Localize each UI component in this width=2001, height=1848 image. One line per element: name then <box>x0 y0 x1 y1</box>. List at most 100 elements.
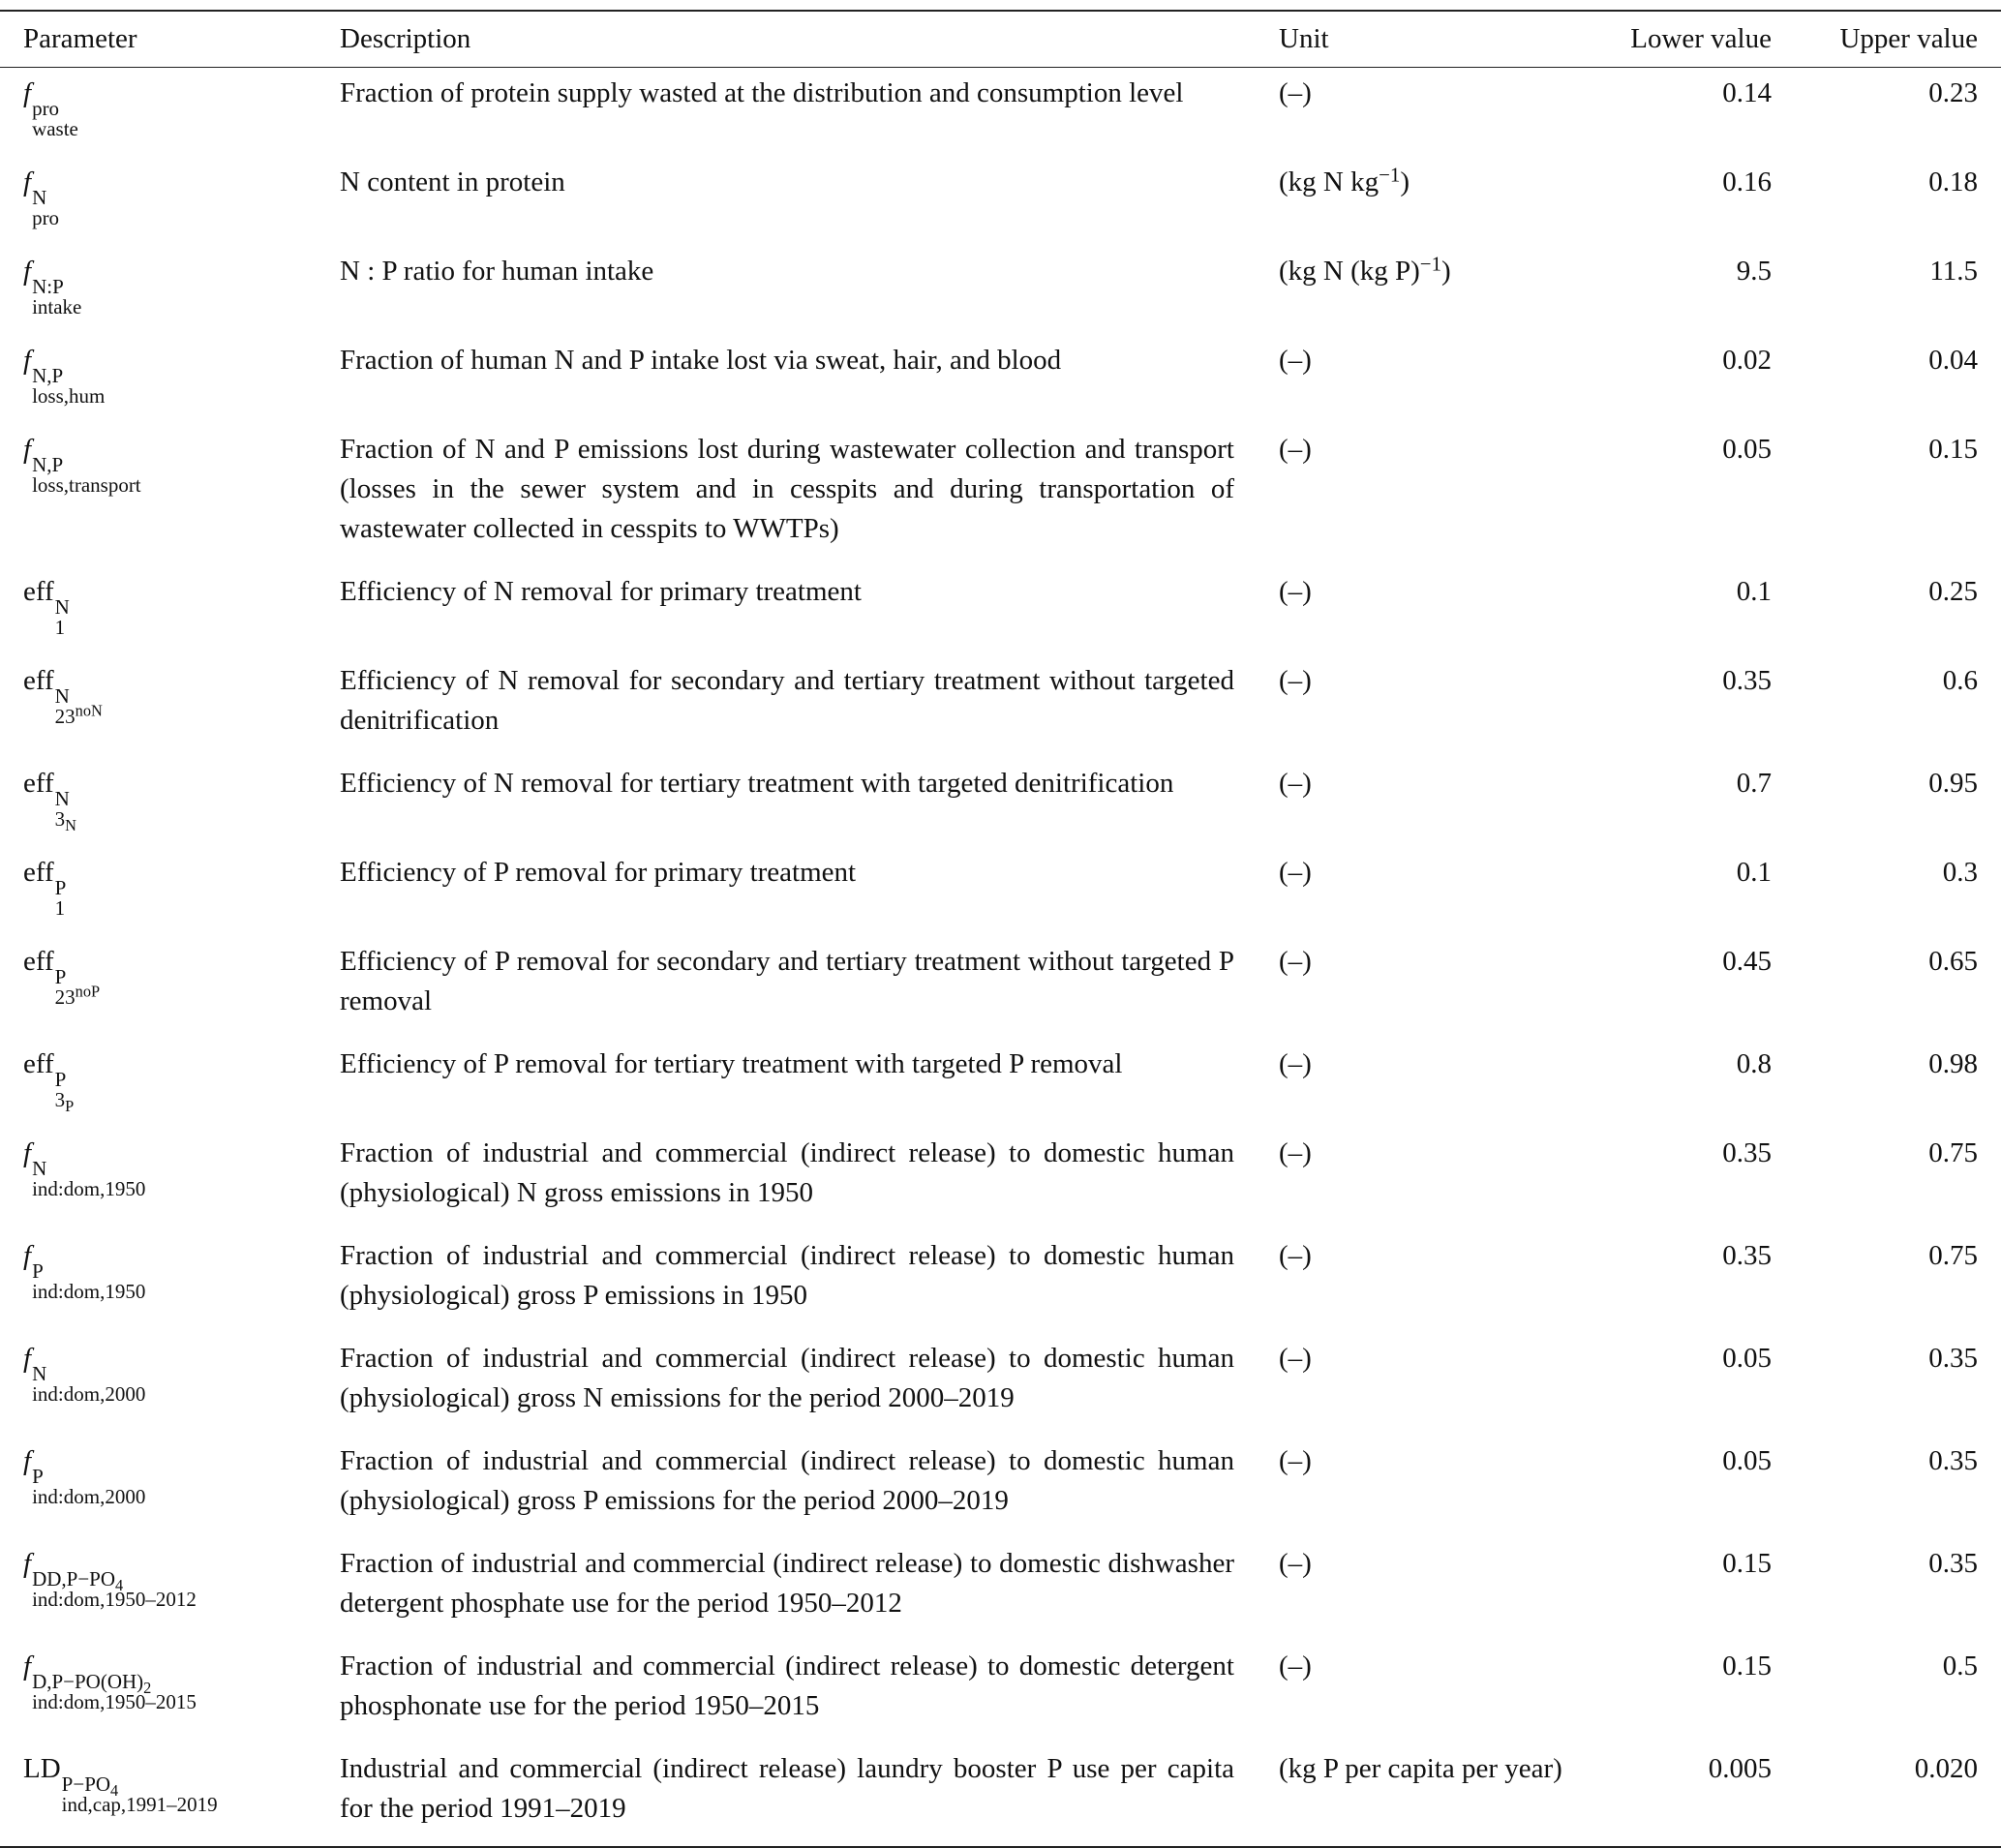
row: LD P−PO4 ind,cap,1991–2019 Industrial and c… <box>0 1743 2001 1847</box>
parameter-cell: f N,P loss,transport <box>0 424 340 566</box>
parameter-symbol: f <box>23 77 32 108</box>
superscript-part: N <box>32 186 47 209</box>
row: f N,P loss,hum Fraction of human N and P in… <box>0 335 2001 424</box>
superscript: N <box>32 1364 145 1384</box>
parameter-indices: P 23noP <box>55 967 100 1008</box>
subscript: ind:dom,1950 <box>32 1179 145 1199</box>
subscript: intake <box>32 297 81 318</box>
parameter-symbol: eff <box>23 857 54 888</box>
row: eff N 1 Efficiency of N removal for primary… <box>0 566 2001 655</box>
parameter-symbol: f <box>23 1548 32 1579</box>
unit-part: (–) <box>1279 434 1312 465</box>
parameter-cell: f D,P−PO(OH)2 ind:dom,1950–2015 <box>0 1641 340 1743</box>
subscript: 3N <box>55 809 76 833</box>
parameter-symbol: f <box>23 256 32 287</box>
description: Fraction of protein supply wasted at the… <box>340 77 1184 108</box>
superscript-part: N,P <box>32 364 64 387</box>
lower-value: 0.35 <box>1722 665 1772 696</box>
upper-value: 0.35 <box>1928 1343 1978 1374</box>
parameter-cell: eff N 3N <box>0 758 340 847</box>
subscript-part: P <box>65 1096 75 1115</box>
subscript-part: ind:dom,2000 <box>32 1382 146 1406</box>
column-header: Lower value <box>1588 11 1772 68</box>
superscript-part: N:P <box>32 275 64 298</box>
unit-part: (–) <box>1279 1343 1312 1374</box>
row: f N,P loss,transport Fraction of N and P em… <box>0 424 2001 566</box>
parameter-symbol: f <box>23 1240 32 1271</box>
superscript-part: N,P <box>32 453 64 476</box>
parameter-cell: f DD,P−PO4 ind:dom,1950–2012 <box>0 1538 340 1641</box>
superscript: N,P <box>32 366 105 386</box>
parameter-cell: eff N 1 <box>0 566 340 655</box>
parameter-symbol: f <box>23 434 32 465</box>
upper-value: 0.75 <box>1928 1240 1978 1271</box>
row: f pro waste Fraction of protein supply wast… <box>0 68 2001 158</box>
unit-part: (–) <box>1279 768 1312 799</box>
subscript: ind:dom,1950 <box>32 1282 145 1302</box>
unit: (–) <box>1279 1333 1588 1436</box>
superscript: N <box>32 188 59 208</box>
unit-part: (–) <box>1279 1651 1312 1681</box>
lower-value: 0.1 <box>1736 857 1772 888</box>
superscript-part: N <box>32 1157 47 1180</box>
parameter-cell: LD P−PO4 ind,cap,1991–2019 <box>0 1743 340 1847</box>
unit: (–) <box>1279 424 1588 566</box>
superscript: P <box>55 878 67 898</box>
superscript-part: N <box>54 595 70 619</box>
unit: (–) <box>1279 566 1588 655</box>
superscript-part: P <box>54 965 67 988</box>
upper-value: 0.5 <box>1942 1651 1978 1681</box>
parameter-symbol: eff <box>23 1048 54 1079</box>
superscript-part: N <box>54 787 70 810</box>
parameter-indices: P−PO4 ind,cap,1991–2019 <box>62 1774 218 1815</box>
description: Fraction of industrial and commercial (i… <box>340 1240 1234 1311</box>
unit-part: −1 <box>1379 163 1401 187</box>
column-header: Description <box>340 11 1279 68</box>
subscript-part: noP <box>75 982 101 1001</box>
parameter-cell: f N:P intake <box>0 246 340 335</box>
unit-part: (–) <box>1279 665 1312 696</box>
unit: (–) <box>1279 1436 1588 1538</box>
unit-part: (–) <box>1279 857 1312 888</box>
superscript: N:P <box>32 277 81 297</box>
superscript: P <box>32 1261 145 1282</box>
lower-value: 0.45 <box>1722 946 1772 977</box>
description: Efficiency of P removal for primary trea… <box>340 857 857 888</box>
subscript: ind:dom,1950–2015 <box>32 1692 197 1712</box>
unit-part: (–) <box>1279 77 1312 108</box>
parameter-cell: eff P 23noP <box>0 936 340 1039</box>
lower-value: 0.15 <box>1722 1651 1772 1681</box>
parameter-indices: N 3N <box>54 787 76 833</box>
unit: (–) <box>1279 1641 1588 1743</box>
unit-part: (kg P per capita per year) <box>1279 1753 1562 1784</box>
parameter-symbol: f <box>23 345 32 376</box>
parameter-symbol: eff <box>23 768 54 799</box>
upper-value: 0.6 <box>1942 665 1978 696</box>
subscript-part: noN <box>75 701 103 720</box>
upper-value: 0.75 <box>1928 1137 1978 1168</box>
upper-value: 0.65 <box>1928 946 1978 977</box>
lower-value: 0.8 <box>1736 1048 1772 1079</box>
superscript-part: P <box>54 1068 67 1091</box>
subscript-part: ind,cap,1991–2019 <box>61 1793 218 1816</box>
column-header: Upper value <box>1772 11 2001 68</box>
subscript: pro <box>32 208 59 228</box>
upper-value: 0.3 <box>1942 857 1978 888</box>
row: eff N 3N Efficiency of N removal for tertia… <box>0 758 2001 847</box>
column-header: Parameter <box>0 11 340 68</box>
subscript: 23noP <box>55 984 100 1008</box>
subscript: 23noN <box>55 703 103 727</box>
unit: (–) <box>1279 335 1588 424</box>
unit: (–) <box>1279 936 1588 1039</box>
subscript: 1 <box>55 618 70 638</box>
